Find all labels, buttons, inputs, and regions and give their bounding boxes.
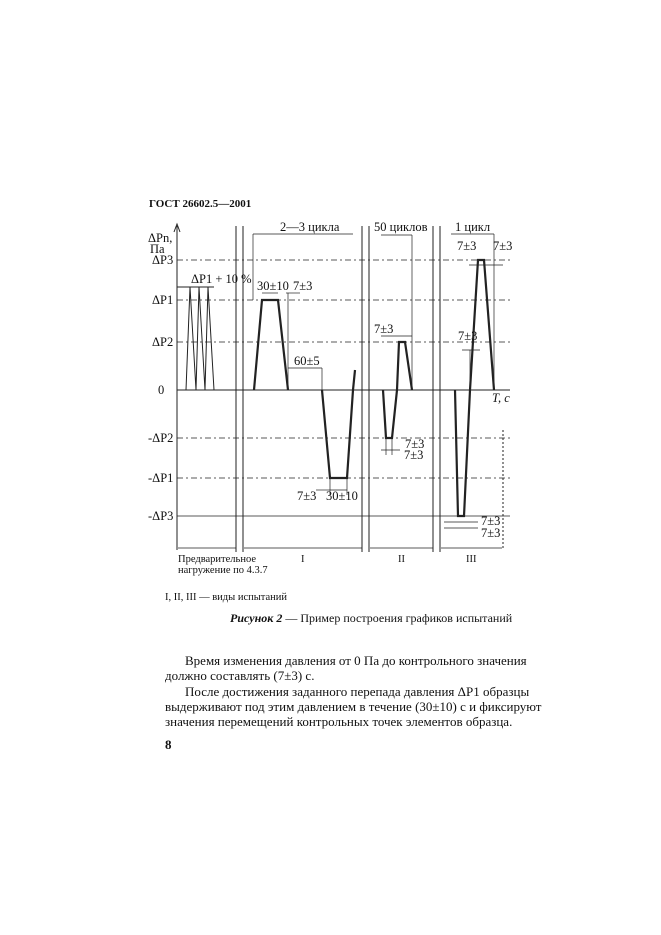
time-label: 7±3	[374, 322, 393, 336]
curve-III	[453, 258, 496, 518]
range-label: 1 цикл	[455, 220, 490, 234]
page-number: 8	[165, 737, 172, 752]
time-label: 30±10	[257, 279, 289, 293]
time-label: 7±3	[481, 514, 500, 528]
level-label: -ΔP1	[148, 471, 173, 485]
section-label: нагружение по 4.3.7	[178, 565, 268, 576]
level-label: -ΔP3	[148, 509, 173, 523]
level-label: ΔP2	[152, 335, 173, 349]
x-axis-label: T, с	[492, 391, 510, 405]
section-label: III	[466, 554, 477, 565]
range-label: 50 циклов	[374, 220, 428, 234]
preload-label: ΔP1 + 10 %	[191, 272, 252, 286]
level-label: ΔP3	[152, 253, 173, 267]
time-label: 7±3	[457, 239, 476, 253]
section-label: I	[301, 554, 305, 565]
level-label: 0	[158, 383, 164, 397]
figure-caption: Рисунок 2 — Пример построения графиков и…	[230, 611, 512, 626]
caption-text: — Пример построения графиков испытаний	[282, 611, 513, 625]
y-axis-unit: Па	[150, 242, 165, 256]
time-label: 7±3	[458, 329, 477, 343]
time-label: 7±3	[493, 239, 512, 253]
section-label: Предварительное	[178, 554, 256, 565]
paragraph-line: После достижения заданного перепада давл…	[185, 684, 530, 699]
legend: I, II, III — виды испытаний	[165, 592, 288, 603]
caption-label: Рисунок 2	[230, 611, 283, 625]
curve-I	[252, 298, 357, 480]
level-label: ΔP1	[152, 293, 173, 307]
time-label: 7±3	[297, 489, 316, 503]
y-axis-arrow	[173, 222, 181, 233]
time-label: 7±3	[405, 437, 424, 451]
range-label: 2—3 цикла	[280, 220, 340, 234]
time-label: 60±5	[294, 354, 320, 368]
time-label: 7±3	[481, 526, 500, 540]
level-label: -ΔP2	[148, 431, 173, 445]
paragraph-line: Время изменения давления от 0 Па до конт…	[185, 653, 527, 668]
dimension-lines	[178, 233, 503, 549]
level-lines	[177, 259, 510, 479]
section-separators	[235, 226, 504, 552]
y-axis-label: ΔPn,	[148, 231, 172, 245]
preload-curve	[177, 286, 215, 391]
section-label: II	[398, 554, 405, 565]
time-label: 7±3	[293, 279, 312, 293]
paragraph-line: должно составлять (7±3) с.	[165, 668, 315, 683]
time-label: 7±3	[404, 448, 423, 462]
time-label: 30±10	[326, 489, 358, 503]
document-header: ГОСТ 26602.5—2001	[149, 198, 252, 210]
paragraph-line: значения перемещений контрольных точек э…	[165, 714, 513, 729]
paragraph-line: выдерживают под этим давлением в течение…	[165, 699, 542, 714]
